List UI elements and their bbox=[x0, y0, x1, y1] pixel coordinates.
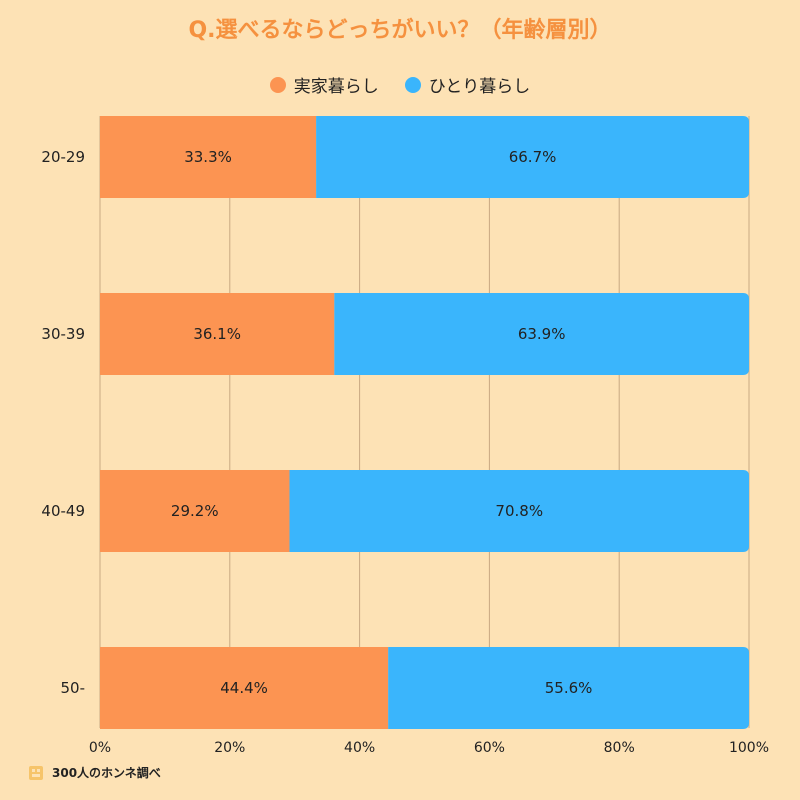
bar-segment bbox=[100, 470, 290, 552]
legend-swatch-hitori bbox=[404, 76, 421, 93]
category-label: 50- bbox=[61, 679, 86, 697]
bar-segment bbox=[100, 647, 389, 729]
legend-item-jikka: 実家暮らし bbox=[269, 72, 379, 97]
bar-segment bbox=[388, 647, 749, 729]
chart-title: Q.選べるならどっちがいい？（年齢層別） bbox=[188, 18, 612, 43]
x-tick-label: 40% bbox=[344, 740, 375, 756]
legend-label-hitori: ひとり暮らし bbox=[428, 77, 531, 97]
data-label: 66.7% bbox=[509, 148, 557, 166]
data-label: 29.2% bbox=[171, 502, 219, 520]
x-tick-label: 100% bbox=[729, 740, 769, 756]
bar-segment bbox=[289, 470, 749, 552]
category-label: 40-49 bbox=[41, 502, 85, 520]
footer-text: 300人のホンネ調べ bbox=[52, 766, 161, 780]
data-label: 63.9% bbox=[518, 325, 566, 343]
x-tick-label: 0% bbox=[89, 740, 111, 756]
legend-label-jikka: 実家暮らし bbox=[293, 77, 379, 97]
legend-item-hitori: ひとり暮らし bbox=[404, 72, 531, 97]
bar-segment bbox=[100, 293, 335, 375]
bar-segment bbox=[334, 293, 749, 375]
category-label: 20-29 bbox=[41, 148, 85, 166]
x-tick-label: 20% bbox=[214, 740, 245, 756]
x-tick-label: 60% bbox=[474, 740, 505, 756]
data-label: 55.6% bbox=[545, 679, 593, 697]
category-label: 30-39 bbox=[41, 325, 85, 343]
legend: 実家暮らし ひとり暮らし bbox=[0, 72, 800, 97]
data-label: 33.3% bbox=[184, 148, 232, 166]
data-label: 44.4% bbox=[220, 679, 268, 697]
logo-icon bbox=[29, 765, 43, 780]
footer: 300人のホンネ調べ bbox=[28, 764, 161, 781]
bar-segment bbox=[316, 116, 749, 198]
legend-swatch-jikka bbox=[269, 76, 286, 93]
x-tick-label: 80% bbox=[604, 740, 635, 756]
data-label: 70.8% bbox=[495, 502, 543, 520]
data-label: 36.1% bbox=[193, 325, 241, 343]
bar-segment bbox=[100, 116, 317, 198]
